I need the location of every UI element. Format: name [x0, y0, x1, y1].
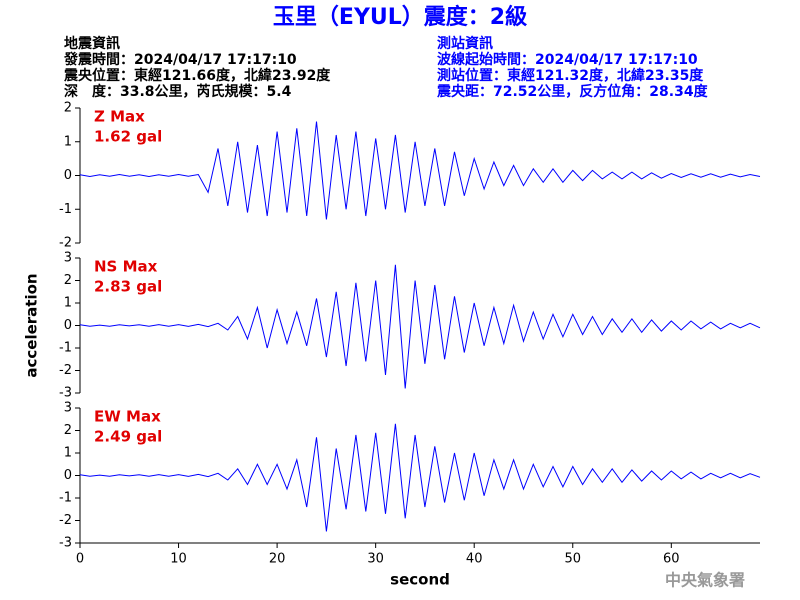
waveform — [79, 121, 761, 220]
y-tick-label: -2 — [59, 363, 72, 378]
title: 玉里（EYUL）震度：2級 — [273, 4, 527, 30]
x-tick-label: 10 — [170, 552, 187, 567]
x-tick-label: 50 — [564, 552, 581, 567]
y-tick-label: 3 — [64, 251, 72, 266]
y-tick-label: -2 — [59, 236, 72, 251]
info-line: 地震資訊 — [64, 35, 120, 52]
station-line: 測站資訊 — [437, 35, 493, 52]
station-line: 波線起始時間：2024/04/17 17:17:10 — [437, 51, 698, 68]
waveform — [79, 423, 761, 532]
y-tick-label: 0 — [64, 168, 72, 183]
station-line: 測站位置：東經121.32度，北緯23.35度 — [437, 67, 704, 84]
y-tick-label: 3 — [64, 401, 72, 416]
y-tick-label: -1 — [59, 341, 72, 356]
watermark: 中央氣象署 — [665, 571, 745, 590]
max-label: 1.62 gal — [94, 128, 162, 146]
y-tick-label: -1 — [59, 491, 72, 506]
station-line: 震央距：72.52公里，反方位角：28.34度 — [436, 83, 709, 100]
max-label: EW Max — [94, 408, 161, 426]
y-axis-label: acceleration — [23, 273, 41, 377]
y-tick-label: -1 — [59, 202, 72, 217]
y-tick-label: 2 — [64, 423, 72, 438]
max-label: 2.49 gal — [94, 428, 162, 446]
max-label: 2.83 gal — [94, 278, 162, 296]
y-tick-label: 1 — [64, 296, 72, 311]
x-tick-label: 0 — [76, 552, 84, 567]
x-tick-label: 20 — [269, 552, 286, 567]
info-line: 深 度：33.8公里，芮氏規模：5.4 — [64, 83, 292, 100]
y-tick-label: 1 — [64, 446, 72, 461]
x-tick-label: 40 — [466, 552, 483, 567]
y-tick-label: 2 — [64, 101, 72, 116]
x-tick-label: 30 — [367, 552, 384, 567]
y-tick-label: 2 — [64, 273, 72, 288]
y-tick-label: 0 — [64, 318, 72, 333]
x-tick-label: 60 — [663, 552, 680, 567]
y-tick-label: 0 — [64, 468, 72, 483]
y-tick-label: -3 — [59, 536, 72, 551]
y-tick-label: 1 — [64, 134, 72, 149]
x-axis-label: second — [390, 571, 450, 589]
max-label: NS Max — [94, 258, 158, 276]
y-tick-label: -3 — [59, 386, 72, 401]
max-label: Z Max — [94, 108, 145, 126]
y-tick-label: -2 — [59, 513, 72, 528]
info-line: 震央位置：東經121.66度，北緯23.92度 — [63, 67, 331, 84]
waveform — [79, 264, 761, 389]
info-line: 發震時間：2024/04/17 17:17:10 — [63, 51, 297, 68]
